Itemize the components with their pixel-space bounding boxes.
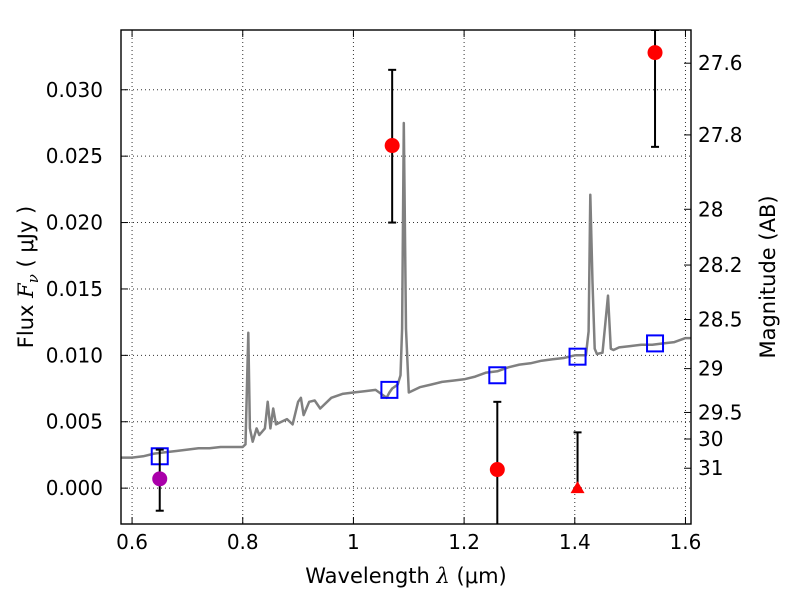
y2-tick-label: 31 [698,456,723,480]
y2-tick-label: 27.6 [698,51,743,75]
y-tick-label: 0.020 [46,211,103,235]
x-axis-label: Wavelength λ (μm) [305,564,506,588]
x-tick-label: 0.6 [116,530,148,554]
observed-flux-point [384,138,400,154]
y-tick-label: 0.015 [46,277,103,301]
data-series [121,30,691,524]
y2-axis-label: Magnitude (AB) [756,195,780,358]
observed-flux-point [647,45,663,61]
y2-tick-label: 29.5 [698,400,743,424]
axis-ticks: 0.6 0.8 1 1.2 1.4 1.6 0.000 0.005 0.010 0.015 0.02… [46,30,743,554]
y-tick-label: 0.005 [46,410,103,434]
y-tick-label: 0.030 [46,78,103,102]
x-tick-label: 0.8 [227,530,259,554]
y-tick-label: 0.025 [46,144,103,168]
y2-tick-label: 29 [698,357,723,381]
y-axis-label: Flux Fν ( μJy ) [14,206,42,348]
y2-tick-label: 28.2 [698,253,743,277]
x-tick-label: 1.6 [670,530,702,554]
x-tick-label: 1.4 [559,530,591,554]
y2-tick-label: 28 [698,197,723,221]
model-spectrum-line [121,121,691,459]
observed-flux-point [489,462,505,478]
y2-tick-label: 30 [698,427,723,451]
x-tick-label: 1 [347,530,360,554]
synthetic-flux-square [568,347,587,366]
y2-tick-label: 27.8 [698,123,743,147]
x-tick-label: 1.2 [448,530,480,554]
y-tick-label: 0.000 [46,476,103,500]
synthetic-flux-square [380,380,399,399]
synthetic-flux-square [646,334,665,353]
reference-flux-point [152,471,168,487]
synthetic-flux-square [488,366,507,385]
plot-area [121,30,691,524]
axes-frame [120,29,692,525]
upper-limit-triangle [570,481,585,494]
y2-tick-label: 28.5 [698,307,743,331]
y-tick-label: 0.010 [46,343,103,367]
